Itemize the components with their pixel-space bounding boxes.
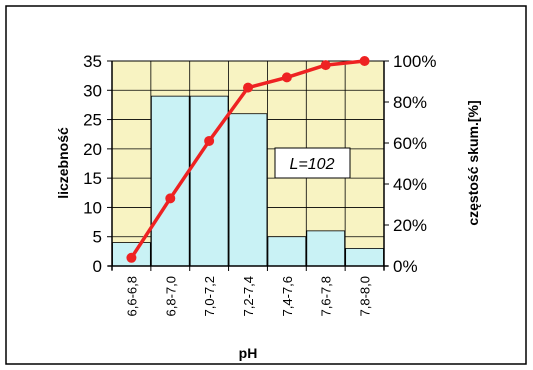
y-ticks: 0 5 10 15 20 25 30 35 bbox=[83, 52, 112, 276]
annotation-box bbox=[274, 147, 351, 179]
x-tick-label: 7,2-7,4 bbox=[241, 276, 256, 316]
line-point bbox=[126, 252, 137, 263]
y2-tick-label: 100% bbox=[393, 52, 436, 71]
y2-axis-label: częstość skum.[%] bbox=[465, 100, 481, 225]
y-tick-label: 5 bbox=[93, 228, 102, 247]
y-tick-label: 10 bbox=[83, 198, 102, 217]
x-tick-label: 6,6-6,8 bbox=[124, 276, 139, 316]
x-tick-label: 7,6-7,8 bbox=[319, 276, 334, 316]
y2-tick-label: 20% bbox=[393, 216, 427, 235]
x-axis-label: pH bbox=[239, 345, 258, 361]
y2-tick-label: 0% bbox=[393, 257, 418, 276]
line-point bbox=[243, 82, 253, 93]
y2-tick-label: 40% bbox=[393, 175, 427, 194]
x-tick-label: 7,0-7,2 bbox=[202, 276, 217, 316]
line-point bbox=[320, 60, 331, 71]
y2-tick-label: 60% bbox=[393, 134, 427, 153]
y-tick-label: 15 bbox=[83, 169, 102, 188]
x-tick-label: 6,8-7,0 bbox=[163, 276, 178, 316]
bar bbox=[345, 248, 384, 267]
x-ticks: 6,6-6,8 6,8-7,0 7,0-7,2 7,2-7,4 7,4-7,6 7,6-7… bbox=[124, 276, 372, 316]
y-tick-label: 20 bbox=[83, 140, 102, 159]
y-tick-label: 25 bbox=[83, 111, 102, 130]
axes bbox=[108, 61, 388, 271]
cumulative-line bbox=[126, 56, 370, 263]
y-tick-label: 35 bbox=[83, 52, 102, 71]
line-point bbox=[165, 193, 176, 204]
y-tick-label: 0 bbox=[93, 257, 102, 276]
line-point bbox=[359, 56, 370, 66]
annotation-text: L=102 bbox=[290, 156, 335, 173]
bar bbox=[228, 113, 268, 267]
x-tick-label: 7,8-8,0 bbox=[358, 276, 373, 316]
y2-ticks: 0% 20% 40% 60% 80% 100% bbox=[384, 52, 436, 276]
bar bbox=[306, 230, 346, 267]
line-point bbox=[281, 72, 292, 83]
x-tick-label: 7,4-7,6 bbox=[280, 276, 295, 316]
line-point bbox=[204, 135, 215, 146]
y2-tick-label: 80% bbox=[393, 93, 427, 112]
y-tick-label: 30 bbox=[83, 81, 102, 100]
bar bbox=[267, 236, 307, 267]
y-axis-label: liczebność bbox=[55, 127, 71, 199]
